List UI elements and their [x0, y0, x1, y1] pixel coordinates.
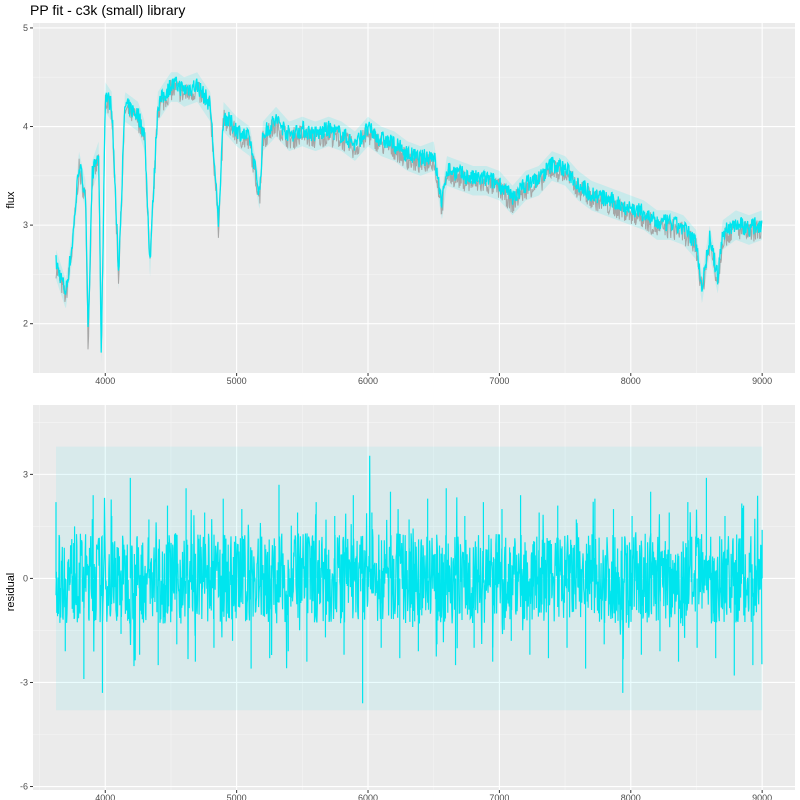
top-x-tick-label: 9000	[752, 376, 772, 386]
top-series	[55, 72, 763, 363]
top-x-tick-label: 8000	[621, 376, 641, 386]
top-y-tick-label: 2	[23, 319, 28, 329]
top-y-tick-label: 4	[23, 122, 28, 132]
bottom-y-axis-label: residual	[5, 573, 17, 612]
top-x-tick-label: 7000	[489, 376, 509, 386]
tick-labels: 4000 5000 6000 7000 8000 9000 2 3 4 5 4000 5000 6000…	[20, 23, 772, 800]
observed-flux-line	[55, 79, 763, 350]
model-uncertainty-band	[56, 72, 762, 363]
top-x-tick-label: 6000	[358, 376, 378, 386]
bottom-series	[55, 446, 763, 711]
bottom-y-tick-label: 3	[23, 469, 28, 479]
top-x-tick-label: 4000	[95, 376, 115, 386]
top-y-tick-label: 3	[23, 220, 28, 230]
bottom-x-tick-label: 9000	[752, 793, 772, 800]
top-x-tick-label: 5000	[227, 376, 247, 386]
chart-title: PP fit - c3k (small) library	[30, 2, 186, 18]
model-flux-line	[55, 76, 763, 353]
bottom-x-tick-label: 4000	[95, 793, 115, 800]
top-y-axis-label: flux	[5, 191, 17, 209]
bottom-y-tick-label: 0	[23, 573, 28, 583]
bottom-x-tick-label: 7000	[489, 793, 509, 800]
top-panel-background	[33, 23, 795, 373]
bottom-y-tick-label: -3	[20, 677, 28, 687]
top-y-tick-label: 5	[23, 23, 28, 33]
bottom-y-tick-label: -6	[20, 782, 28, 792]
bottom-x-tick-label: 8000	[621, 793, 641, 800]
bottom-x-tick-label: 5000	[227, 793, 247, 800]
bottom-x-tick-label: 6000	[358, 793, 378, 800]
